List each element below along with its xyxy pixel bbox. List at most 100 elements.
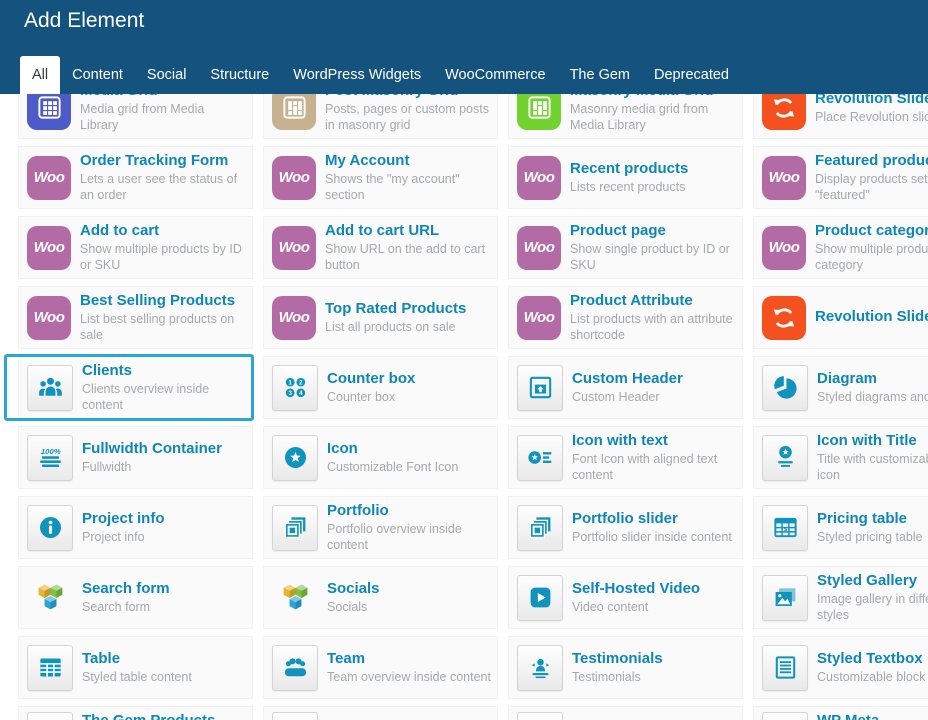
element-card[interactable]: Testimonials Testimonials — [508, 636, 743, 699]
tab-deprecated[interactable]: Deprecated — [654, 67, 729, 83]
team-icon — [272, 644, 318, 691]
element-text: Styled Gallery Image gallery in different… — [817, 572, 928, 623]
element-text: Styled Textbox Customizable block of text — [817, 650, 928, 685]
fullwidth-icon: 100% — [27, 434, 73, 481]
element-card[interactable]: Woo Order Tracking Form Lets a user see th… — [18, 146, 253, 209]
modal-header: Add Element All Content Social Structure Wor… — [0, 0, 928, 94]
element-card[interactable]: Portfolio Portfolio overview inside conte… — [263, 496, 498, 559]
element-card[interactable]: Styled Gallery Image gallery in different… — [753, 566, 928, 629]
element-card[interactable]: Team Team overview inside content — [263, 636, 498, 699]
element-title: Best Selling Products — [80, 292, 236, 309]
element-title: Add to cart — [80, 222, 160, 239]
blank-icon — [27, 712, 73, 720]
element-card[interactable]: Self-Hosted Video Video content — [508, 566, 743, 629]
element-card[interactable]: Woo Product Attribute List products with a… — [508, 286, 743, 349]
element-text: Self-Hosted Video Video content — [572, 580, 736, 615]
element-description: Video content — [572, 600, 649, 614]
tab-social[interactable]: Social — [146, 67, 187, 83]
element-card[interactable]: Socials Socials — [263, 566, 498, 629]
element-title: My Account — [325, 152, 410, 169]
woo-logo-text: Woo — [768, 169, 800, 186]
woo-logo-text: Woo — [33, 309, 65, 326]
element-description: Display products set as "featured" — [815, 172, 928, 202]
element-text: Add to cart Show multiple products by ID … — [80, 222, 246, 273]
svg-text:3: 3 — [288, 391, 292, 397]
element-card[interactable]: $ Pricing table Styled pricing table — [753, 496, 928, 559]
element-text: Counter box Counter box — [327, 370, 491, 405]
element-description: Shows the "my account" section — [325, 172, 460, 202]
element-text: WP Meta — [817, 712, 928, 720]
element-card[interactable]: Icon with Title Title with customizable f… — [753, 426, 928, 489]
element-title: WP Meta — [817, 712, 928, 720]
element-card[interactable]: 1 2 3 4 Counter box Counter box — [263, 356, 498, 419]
element-card[interactable]: Woo Product category Show multiple product… — [753, 216, 928, 279]
element-text: Product Attribute List products with an a… — [570, 292, 736, 343]
element-title: Styled Textbox — [817, 650, 923, 667]
element-card[interactable]: Table Styled table content — [18, 636, 253, 699]
element-grid: Media GridMedia grid from Media LibraryP… — [4, 76, 928, 720]
element-text: Diagram Styled diagrams and graphs — [817, 370, 928, 405]
element-card[interactable]: Search form Search form — [18, 566, 253, 629]
woo-logo-text: Woo — [278, 169, 310, 186]
element-description: Fullwidth — [82, 460, 132, 474]
element-card[interactable]: Styled Textbox Customizable block of text — [753, 636, 928, 699]
element-text: Icon with Title Title with customizable f… — [817, 432, 928, 483]
element-description: Show multiple products by ID or SKU — [80, 242, 242, 272]
counter-box-icon: 1 2 3 4 — [272, 364, 318, 411]
element-text: Featured products Display products set as… — [815, 152, 928, 203]
element-card[interactable]: Woo My Account Shows the "my account" sect… — [263, 146, 498, 209]
element-title: Recent products — [570, 160, 689, 177]
element-title: Fullwidth Container — [82, 440, 222, 457]
element-text: Clients Clients overview inside content — [82, 362, 246, 413]
testimonials-icon — [517, 644, 563, 691]
tab-structure[interactable]: Structure — [210, 67, 270, 83]
element-card[interactable]: Project info Project info — [18, 496, 253, 559]
element-card[interactable]: Woo Add to cart Show multiple products by … — [18, 216, 253, 279]
element-description: Title with customizable font icon — [817, 452, 928, 482]
element-card[interactable]: Portfolio slider Portfolio slider inside … — [508, 496, 743, 559]
element-card[interactable]: Woo Add to cart URL Show URL on the add to… — [263, 216, 498, 279]
svg-text:2: 2 — [299, 380, 303, 386]
element-description: Clients overview inside content — [82, 382, 210, 412]
element-card[interactable]: WP Meta — [753, 706, 928, 720]
portfolio-icon — [272, 504, 318, 551]
woocommerce-icon: Woo — [272, 295, 316, 340]
svg-text:4: 4 — [299, 391, 303, 397]
element-card[interactable]: Icon Customizable Font Icon — [263, 426, 498, 489]
tab-content[interactable]: Content — [72, 67, 123, 83]
element-description: Team overview inside content — [327, 670, 491, 684]
element-title: Portfolio — [327, 502, 389, 519]
element-description: Font Icon with aligned text content — [572, 452, 718, 482]
element-card[interactable]: Revolution Slider 5 — [753, 286, 928, 349]
element-card[interactable]: Woo Featured products Display products set… — [753, 146, 928, 209]
element-card[interactable]: Diagram Styled diagrams and graphs — [753, 356, 928, 419]
tab-wordpress-widgets[interactable]: WordPress Widgets — [293, 67, 422, 83]
tab-woocommerce[interactable]: WooCommerce — [445, 67, 546, 83]
element-card[interactable] — [508, 706, 743, 720]
element-card[interactable]: Woo Top Rated Products List all products o… — [263, 286, 498, 349]
element-title: Counter box — [327, 370, 416, 387]
element-card[interactable]: Woo Recent products Lists recent products — [508, 146, 743, 209]
element-title: Styled Gallery — [817, 572, 918, 589]
element-description: Lets a user see the status of an order — [80, 172, 238, 202]
element-text: Product page Show single product by ID or… — [570, 222, 736, 273]
svg-text:100%: 100% — [40, 447, 60, 456]
element-card[interactable]: Clients Clients overview inside content — [4, 354, 254, 421]
element-text: Top Rated Products List all products on s… — [325, 300, 491, 335]
element-description: List products with an attribute shortcod… — [570, 312, 733, 342]
element-card[interactable]: Woo Best Selling Products List best sellin… — [18, 286, 253, 349]
element-card[interactable]: The Gem Products — [18, 706, 253, 720]
element-card[interactable]: Woo Product page Show single product by ID… — [508, 216, 743, 279]
element-card[interactable]: 100% Fullwidth Container Fullwidth — [18, 426, 253, 489]
element-card[interactable]: Icon with text Font Icon with aligned tex… — [508, 426, 743, 489]
tab-the-gem[interactable]: The Gem — [569, 67, 631, 83]
element-card[interactable]: Custom Header Custom Header — [508, 356, 743, 419]
element-description: Socials — [327, 600, 368, 614]
gallery-icon — [762, 574, 808, 621]
tab-all[interactable]: All — [20, 56, 61, 94]
element-title: Custom Header — [572, 370, 683, 387]
element-card[interactable] — [263, 706, 498, 720]
woocommerce-icon: Woo — [762, 225, 806, 270]
element-text: Best Selling Products List best selling p… — [80, 292, 246, 343]
element-description: Counter box — [327, 390, 396, 404]
